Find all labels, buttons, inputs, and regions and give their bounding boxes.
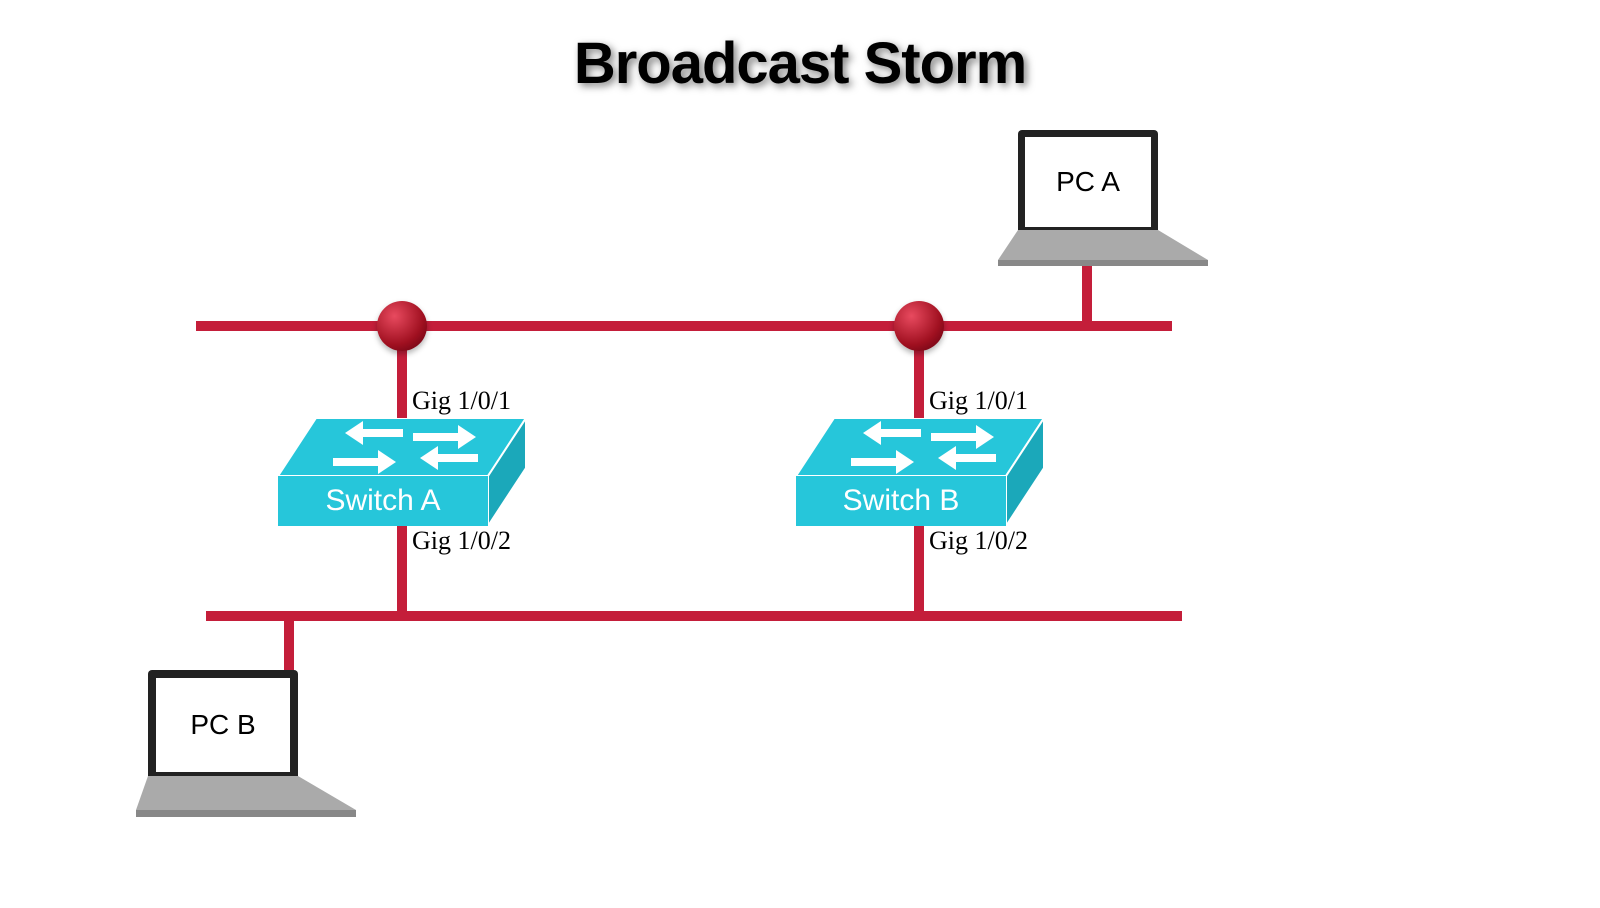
- switch-b-bottom-link: [914, 520, 924, 616]
- switch-b: Switch B: [796, 418, 1044, 526]
- switch-a-label: Switch A: [278, 476, 488, 526]
- switch-a: Switch A: [278, 418, 526, 526]
- bottom-bus-line: [206, 611, 1182, 621]
- pc-b-label: PC B: [156, 678, 290, 772]
- top-bus-line: [196, 321, 1172, 331]
- junction-sphere-b: [894, 301, 944, 351]
- switch-b-label: Switch B: [796, 476, 1006, 526]
- page-title: Broadcast Storm: [574, 30, 1026, 97]
- junction-sphere-a: [377, 301, 427, 351]
- switch-b-port-top-label: Gig 1/0/1: [929, 386, 1028, 416]
- pc-b: PC B: [136, 670, 356, 820]
- switch-b-port-bottom-label: Gig 1/0/2: [929, 526, 1028, 556]
- switch-a-port-top-label: Gig 1/0/1: [412, 386, 511, 416]
- switch-a-port-bottom-label: Gig 1/0/2: [412, 526, 511, 556]
- pc-a: PC A: [998, 130, 1208, 270]
- pc-a-label: PC A: [1025, 137, 1151, 227]
- switch-a-bottom-link: [397, 520, 407, 616]
